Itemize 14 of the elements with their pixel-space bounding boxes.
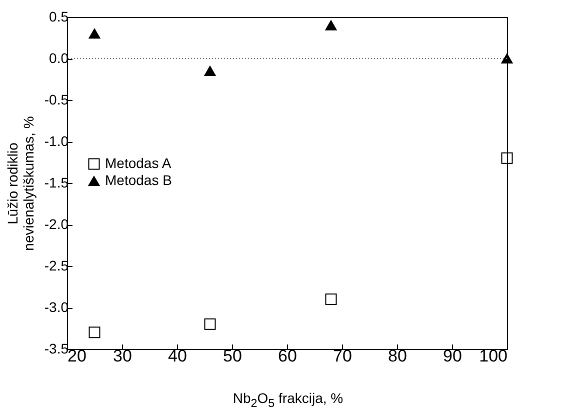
- y-axis-title: Lūžio rodiklio nevienalytiškumas, %: [4, 116, 36, 251]
- x-tick-label: 70: [333, 346, 352, 366]
- x-axis-title: Nb$_{2}$O$_{5}$ frakcija, %: [232, 390, 344, 410]
- legend-label: Metodas B: [105, 172, 172, 188]
- x-tick-label: 30: [113, 346, 132, 366]
- x-tick-label: 80: [388, 346, 407, 366]
- legend-label: Metodas A: [105, 155, 172, 171]
- x-tick-label: 100: [479, 346, 508, 366]
- x-tick-label: 90: [443, 346, 462, 366]
- x-tick-label: 40: [168, 346, 187, 366]
- x-tick-label: 60: [278, 346, 297, 366]
- x-tick-label: 20: [68, 346, 86, 366]
- y-tick-label: -3.5: [44, 340, 69, 356]
- x-tick-label: 50: [223, 346, 242, 366]
